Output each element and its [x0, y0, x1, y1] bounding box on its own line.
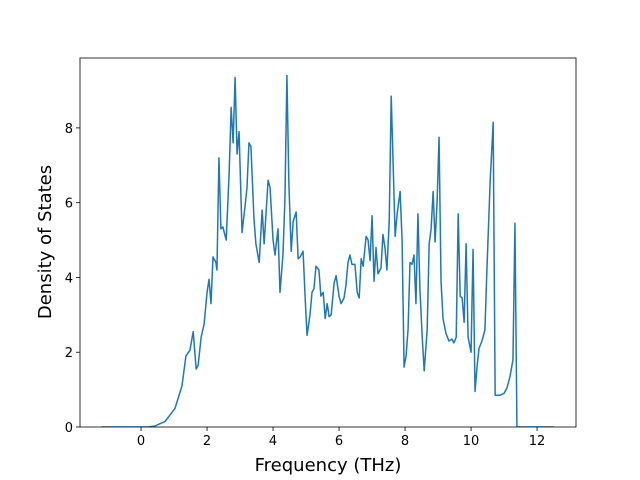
- x-tick-label: 2: [203, 434, 211, 449]
- x-tick-label: 12: [529, 434, 546, 449]
- y-tick-label: 0: [65, 421, 73, 436]
- x-tick-label: 8: [401, 434, 409, 449]
- y-tick-label: 2: [65, 346, 73, 361]
- y-axis-label: Density of States: [35, 165, 56, 319]
- x-axis-label: Frequency (THz): [255, 455, 402, 476]
- x-tick-label: 0: [137, 434, 145, 449]
- x-tick-label: 6: [335, 434, 343, 449]
- x-tick-label: 4: [269, 434, 277, 449]
- y-tick-label: 8: [65, 122, 73, 137]
- x-tick-label: 10: [463, 434, 480, 449]
- y-tick-label: 6: [65, 197, 73, 212]
- y-tick-label: 4: [65, 271, 73, 286]
- plot-frame: [79, 57, 577, 428]
- line: [101, 74, 554, 427]
